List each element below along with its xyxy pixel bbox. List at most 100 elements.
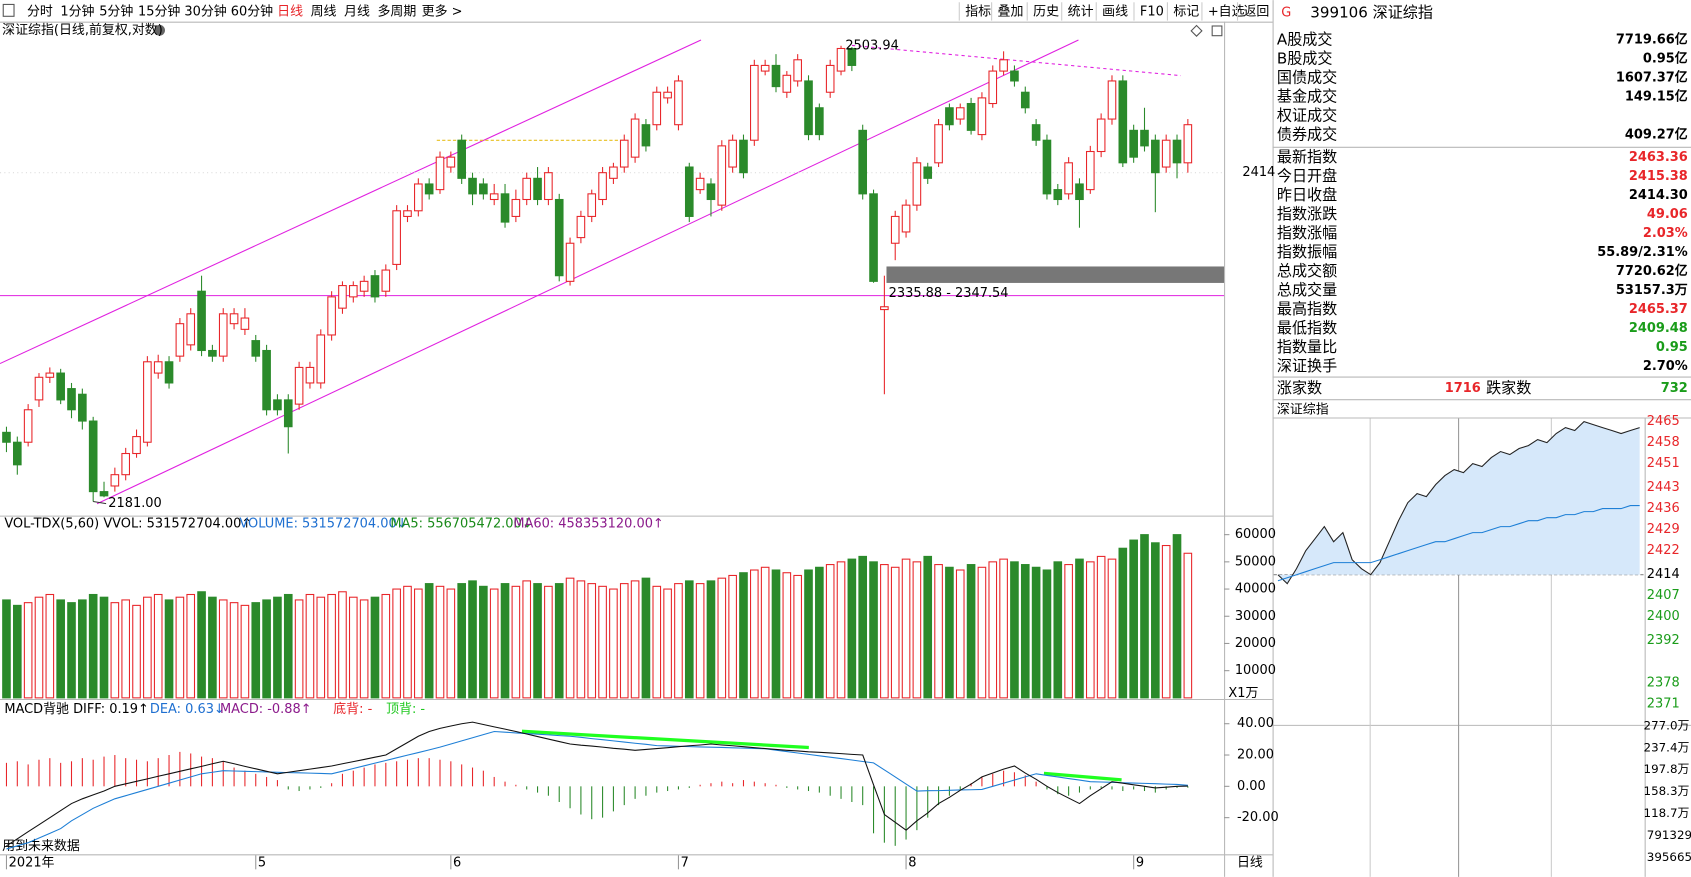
toolbar-tab[interactable]: 分时: [27, 4, 53, 19]
volume-bar: [403, 585, 412, 699]
volume-bar: [34, 596, 44, 699]
quote-label: 指数量比: [1277, 338, 1337, 356]
y-tick-label: 2407: [1647, 588, 1680, 603]
volume-bar: [186, 593, 196, 699]
candle-body: [414, 183, 423, 212]
volume-bar: [923, 555, 933, 699]
toolbar-button[interactable]: 指标: [965, 4, 991, 19]
y-tick-label: 30000: [1235, 609, 1276, 624]
volume-bar: [901, 558, 911, 699]
x-tick-label: 5: [258, 855, 266, 870]
toolbar-button[interactable]: +自选: [1208, 4, 1245, 19]
y-tick-label: 40.00: [1237, 716, 1274, 731]
quote-value: 7719.66亿: [1616, 32, 1688, 48]
menu-icon[interactable]: [2, 3, 15, 17]
candle-body: [1129, 129, 1138, 158]
volume-label: 395665: [1647, 850, 1691, 864]
candle-body: [598, 172, 607, 201]
window-icon[interactable]: [1211, 25, 1223, 37]
toolbar-tab[interactable]: 日线: [277, 4, 303, 19]
volume-bar: [619, 583, 629, 699]
toolbar-tab[interactable]: 5分钟: [99, 3, 133, 19]
candle-body: [175, 323, 185, 357]
toolbar-tab[interactable]: 30分钟: [184, 3, 226, 19]
x-tick-label: 6: [453, 855, 461, 870]
toolbar-tab[interactable]: 周线: [311, 4, 337, 19]
candle-body: [23, 409, 33, 443]
candle-body: [739, 139, 748, 174]
quote-prefix: G: [1281, 6, 1291, 21]
dropdown-icon[interactable]: [154, 24, 166, 36]
volume-bar: [294, 599, 304, 699]
volume-bar: [674, 583, 683, 699]
candle-body: [825, 64, 835, 93]
toolbar-button[interactable]: 画线: [1102, 4, 1128, 19]
volume-bar: [544, 585, 553, 699]
volume-bar: [479, 585, 488, 699]
toolbar-button[interactable]: 统计: [1068, 4, 1094, 19]
candle-body: [988, 70, 998, 105]
volume-bar: [1064, 564, 1073, 699]
quote-label: B股成交: [1277, 49, 1333, 67]
toolbar-tab[interactable]: 15分钟: [138, 3, 180, 19]
volume-label: 158.3万: [1644, 784, 1690, 798]
toolbar-button[interactable]: 历史: [1033, 4, 1059, 19]
volume-bar: [858, 555, 868, 699]
toolbar-tab[interactable]: 60分钟: [231, 3, 273, 19]
y-tick-label: 2443: [1647, 480, 1680, 495]
volume-bar: [815, 566, 824, 699]
volume-bar: [446, 588, 456, 699]
volume-bar: [381, 593, 391, 699]
toolbar-tab[interactable]: 月线: [344, 4, 370, 19]
candle-body: [1096, 118, 1106, 153]
candle-body: [479, 183, 488, 195]
volume-bar: [78, 599, 87, 699]
candle-body: [717, 145, 727, 206]
toolbar-button[interactable]: 叠加: [998, 4, 1024, 19]
toolbar-button[interactable]: 标记: [1173, 4, 1199, 19]
toolbar-button[interactable]: F10: [1140, 4, 1164, 19]
candle-body: [1042, 139, 1052, 195]
diamond-icon[interactable]: [1190, 24, 1203, 37]
candle-body: [359, 280, 369, 292]
toolbar-tab[interactable]: 多周期: [377, 4, 416, 19]
toolbar-tab[interactable]: 1分钟: [60, 3, 94, 19]
quote-label: 昨日收盘: [1277, 186, 1337, 204]
quote-label: 国债成交: [1277, 68, 1337, 86]
price-line: [1277, 420, 1640, 585]
y-tick-label: -20.00: [1237, 810, 1279, 825]
candle-body: [999, 59, 1008, 72]
volume-bar: [489, 588, 499, 699]
candle-body: [500, 193, 510, 223]
quote-value: 7720.62亿: [1616, 263, 1688, 279]
candle-body: [706, 183, 716, 201]
candle-body: [880, 306, 889, 311]
volume-bar: [1107, 558, 1117, 699]
candle-body: [316, 334, 326, 384]
volume-bar: [370, 596, 380, 699]
candle-body: [1161, 139, 1171, 168]
candle-body: [110, 474, 120, 487]
volume-bar: [1020, 564, 1030, 699]
volume-bar: [598, 585, 607, 699]
volume-bar: [511, 585, 521, 699]
volume-bar: [663, 588, 672, 699]
volume-bar: [88, 593, 98, 699]
quote-label: 指数涨跌: [1277, 205, 1337, 223]
volume-label: 197.8万: [1644, 762, 1690, 776]
toolbar-tab[interactable]: 更多 >: [422, 4, 463, 19]
volume-bar: [1183, 552, 1193, 699]
quote-label: 最新指数: [1277, 148, 1337, 166]
candle-body: [695, 177, 705, 191]
x-tick-label: 8: [908, 855, 916, 870]
volume-bar: [1151, 542, 1160, 699]
candle-body: [12, 441, 22, 466]
volume-bar: [240, 604, 250, 699]
candle-body: [435, 156, 445, 191]
diff-line: [6, 721, 1188, 847]
toolbar-button[interactable]: 返回: [1243, 4, 1269, 19]
candle-body: [370, 275, 380, 298]
macd-header: 顶背: -: [386, 702, 425, 717]
volume-bar: [67, 602, 76, 699]
